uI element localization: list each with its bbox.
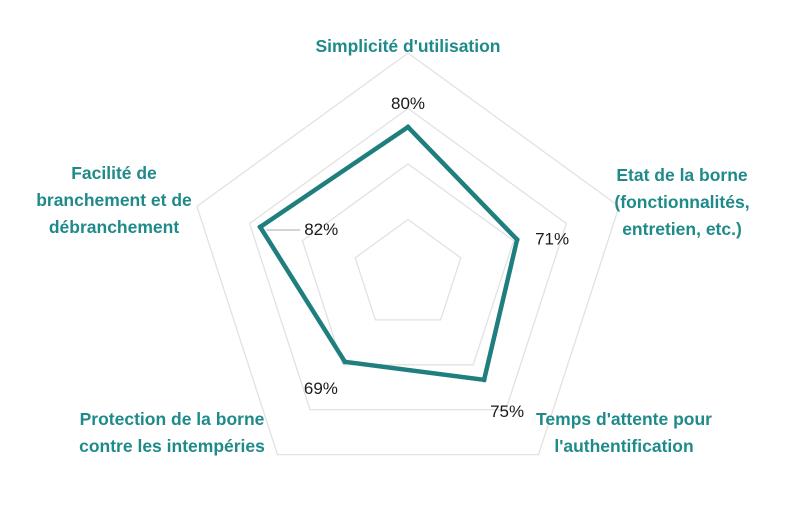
- axis-label-3-line-0: Protection de la borne: [80, 409, 265, 429]
- data-label-2: 75%: [490, 402, 524, 421]
- grid-ring-4: [196, 52, 620, 456]
- series-point-4: [257, 224, 263, 230]
- axis-label-4: Facilité de branchement et de débranchemen…: [36, 163, 192, 237]
- radar-series: [257, 124, 520, 383]
- axis-label-1-line-0: Etat de la borne: [616, 165, 748, 185]
- axis-label-2-line-0: Temps d'attente pour: [536, 409, 712, 429]
- series-point-1: [514, 237, 520, 243]
- axis-label-0-line-0: Simplicité d'utilisation: [315, 36, 500, 56]
- radar-labels: 80% 71% 75% 69% 82% Simplicité d'utilisation E…: [36, 36, 749, 456]
- axis-label-1-line-1: (fonctionnalités,: [614, 192, 749, 212]
- axis-label-4-line-2: débranchement: [49, 217, 179, 237]
- data-label-4: 82%: [304, 220, 338, 239]
- grid-ring-2: [301, 163, 515, 366]
- axis-label-2: Temps d'attente pour l'authentification: [536, 409, 712, 456]
- data-label-3: 69%: [304, 379, 338, 398]
- axis-label-4-line-1: branchement et de: [36, 190, 192, 210]
- axis-label-1-line-2: entretien, etc.): [622, 219, 742, 239]
- radar-grid: [196, 52, 620, 456]
- series-point-2: [481, 377, 487, 383]
- axis-label-3: Protection de la borne contre les intempé…: [79, 409, 265, 456]
- data-label-0: 80%: [391, 94, 425, 113]
- data-label-1: 71%: [535, 230, 569, 249]
- grid-ring-3: [248, 107, 568, 411]
- axis-label-1: Etat de la borne (fonctionnalités, entreti…: [614, 165, 749, 239]
- grid-ring-1: [354, 218, 462, 321]
- axis-label-3-line-1: contre les intempéries: [79, 436, 265, 456]
- series-polygon: [257, 124, 520, 383]
- axis-label-4-line-0: Facilité de: [71, 163, 157, 183]
- series-point-0: [405, 124, 411, 130]
- axis-label-0: Simplicité d'utilisation: [315, 36, 500, 56]
- axis-label-2-line-1: l'authentification: [554, 436, 693, 456]
- series-point-3: [342, 359, 348, 365]
